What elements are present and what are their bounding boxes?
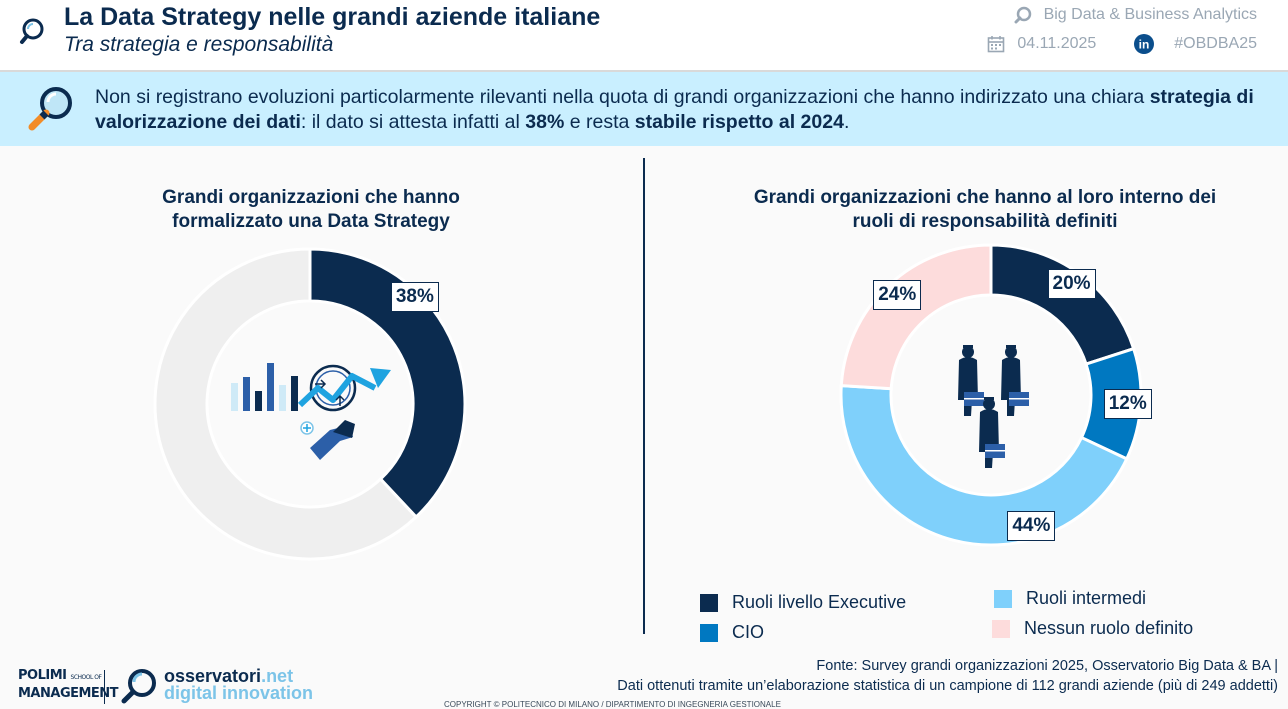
program-name: Big Data & Business Analytics — [1043, 6, 1257, 23]
slice-intermedi — [839, 383, 1129, 547]
svg-text:in: in — [1139, 38, 1150, 52]
legend-item-cio: CIO — [700, 622, 764, 643]
data-label-executive: 20% — [1047, 269, 1096, 300]
slice-data-strategy — [308, 247, 467, 520]
footer-separator — [104, 670, 105, 704]
legend-swatch — [992, 619, 1010, 638]
business-people-icon — [958, 345, 1029, 468]
magnifier-icon — [26, 84, 76, 139]
osservatori-logo: osservatori.net digital innovation — [164, 666, 313, 703]
header: La Data Strategy nelle grandi aziende it… — [0, 0, 1288, 72]
data-label-nessun-ruolo: 24% — [873, 280, 922, 311]
source-note: Fonte: Survey grandi organizzazioni 2025… — [617, 658, 1278, 694]
legend-item-intermedi: Ruoli intermedi — [994, 588, 1146, 609]
magnifier-icon — [18, 16, 48, 51]
insight-text: Non si registrano evoluzioni particolarm… — [95, 86, 1254, 133]
data-label-intermedi: 44% — [1007, 510, 1056, 541]
copyright: COPYRIGHT © POLITECNICO DI MILANO / DIPA… — [444, 700, 781, 709]
date-row: 04.11.2025 in #OBDBA25 — [987, 34, 1257, 54]
legend-item-nessun-ruolo: Nessun ruolo definito — [992, 618, 1193, 639]
legend-swatch — [994, 589, 1012, 608]
key-insight-banner: Non si registrano evoluzioni particolarm… — [0, 72, 1288, 146]
slice-nessun-ruolo — [839, 243, 993, 391]
slice-remainder — [153, 247, 419, 561]
section-divider — [643, 158, 645, 634]
magnifier-icon — [1014, 6, 1031, 24]
page-subtitle: Tra strategia e responsabilità — [64, 33, 334, 56]
analytics-illustration-icon — [231, 363, 391, 460]
calendar-icon — [988, 36, 1005, 53]
polimi-logo: POLIMI SCHOOL OF MANAGEMENT — [18, 668, 119, 701]
legend-swatch — [700, 623, 718, 642]
slice-executive — [989, 243, 1136, 366]
legend-item-executive: Ruoli livello Executive — [700, 592, 906, 613]
chart-title-ruoli: Grandi organizzazioni che hanno al loro … — [753, 187, 1217, 232]
linkedin-icon[interactable]: in — [1134, 34, 1155, 54]
legend-swatch — [700, 593, 718, 612]
page-title: La Data Strategy nelle grandi aziende it… — [64, 3, 601, 31]
data-label-data-strategy: 38% — [390, 281, 439, 312]
program-row: Big Data & Business Analytics — [1014, 6, 1257, 24]
event-date: 04.11.2025 — [1017, 35, 1097, 52]
chart-title-data-strategy: Grandi organizzazioni che hanno formaliz… — [162, 187, 460, 232]
data-label-cio: 12% — [1103, 388, 1152, 419]
hashtag-link[interactable]: #OBDBA25 — [1174, 35, 1257, 52]
magnifier-icon — [121, 669, 156, 704]
